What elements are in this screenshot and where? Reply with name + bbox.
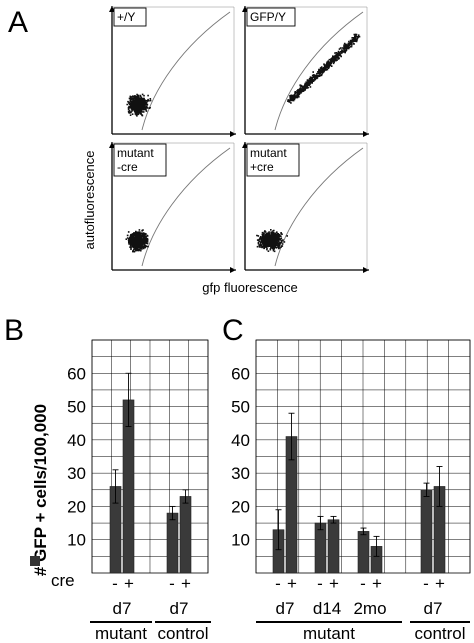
flow-y-arrow (242, 6, 248, 12)
flow-plot-label: +cre (250, 160, 274, 174)
flow-plot-2: GFP/Y (242, 6, 369, 137)
y-tick-label: 50 (231, 398, 250, 417)
flow-plot-4: mutant+cre (242, 142, 369, 273)
category-label: d7 (424, 599, 443, 618)
y-tick-label: 10 (67, 531, 86, 550)
y-tick-label: 60 (231, 364, 250, 383)
flow-x-arrow (363, 131, 369, 137)
cre-minus-label: - (317, 574, 323, 593)
flow-label-box (113, 7, 147, 27)
y-tick-label: 10 (231, 531, 250, 550)
bar-legend-swatch (30, 556, 40, 566)
flow-y-arrow (109, 142, 115, 148)
y-tick-label: 50 (67, 398, 86, 417)
category-label: d7 (276, 599, 295, 618)
flow-event-dots (125, 229, 149, 253)
flow-x-axis-title: gfp fluorescence (202, 280, 297, 295)
flow-x-arrow (230, 267, 236, 273)
bar-minus (166, 512, 179, 574)
y-tick-label: 30 (231, 464, 250, 483)
category-label: d7 (113, 599, 132, 618)
flow-x-arrow (230, 131, 236, 137)
flow-label-box (113, 143, 167, 177)
flow-gate-curve (141, 147, 231, 267)
panel-letter-b: B (4, 314, 24, 347)
cre-plus-label: + (329, 574, 339, 593)
plot-frame (91, 339, 209, 574)
y-tick-label: 20 (67, 497, 86, 516)
section-label: control (414, 624, 465, 643)
y-tick-label: 40 (67, 431, 86, 450)
y-tick-label: 20 (231, 497, 250, 516)
panel-letter-a: A (8, 6, 28, 39)
flow-plot-1: +/Y (109, 6, 236, 137)
bar-minus (420, 489, 433, 574)
flow-label-box (246, 143, 300, 177)
bar-plus (179, 496, 192, 574)
cre-minus-label: - (275, 574, 281, 593)
flow-plot-label: +/Y (117, 10, 135, 24)
cre-minus-label: - (423, 574, 429, 593)
flow-gate-curve (274, 11, 364, 131)
cre-label: cre (51, 571, 75, 590)
panel-letter-c: C (222, 314, 244, 347)
cre-plus-label: + (181, 574, 191, 593)
flow-y-arrow (242, 142, 248, 148)
section-label: control (157, 624, 208, 643)
flow-gate-curve (141, 11, 231, 131)
bar-y-axis-title-text: # GFP + cells/100,000 (31, 404, 50, 576)
y-tick-label: 40 (231, 431, 250, 450)
flow-gate-curve (274, 147, 364, 267)
bar-minus (357, 531, 370, 574)
category-label: d7 (170, 599, 189, 618)
section-label: mutant (95, 624, 147, 643)
cre-plus-label: + (124, 574, 134, 593)
y-tick-label: 60 (67, 364, 86, 383)
bar-plus (327, 519, 340, 574)
cre-plus-label: + (435, 574, 445, 593)
cre-minus-label: - (360, 574, 366, 593)
flow-plot-label: -cre (117, 160, 138, 174)
flow-plot-label: GFP/Y (250, 10, 286, 24)
cre-minus-label: - (169, 574, 175, 593)
cre-minus-label: - (112, 574, 118, 593)
flow-event-dots (256, 229, 288, 253)
cre-plus-label: + (287, 574, 297, 593)
flow-event-dots (126, 93, 152, 117)
flow-plot-label: mutant (250, 146, 287, 160)
section-label: mutant (303, 624, 355, 643)
flow-event-dots (287, 33, 361, 104)
flow-label-box (246, 7, 296, 27)
flow-y-axis-title: autofluorescence (82, 150, 97, 249)
flow-plot-3: mutant-cre (109, 142, 236, 273)
cre-plus-label: + (372, 574, 382, 593)
flow-y-arrow (109, 6, 115, 12)
category-label: 2mo (353, 599, 386, 618)
y-tick-label: 30 (67, 464, 86, 483)
flow-x-arrow (363, 267, 369, 273)
flow-plot-label: mutant (117, 146, 154, 160)
bar-minus (314, 522, 327, 574)
category-label: d14 (313, 599, 341, 618)
bar-y-axis-title: # GFP + cells/100,000 (30, 404, 50, 576)
